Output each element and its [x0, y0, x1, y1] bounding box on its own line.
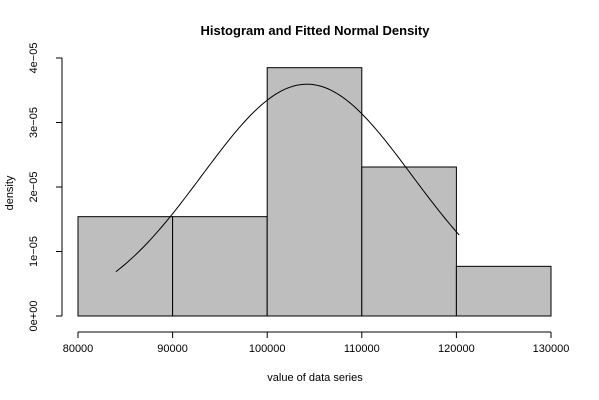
- histogram-bar-5: [455, 265, 552, 317]
- histogram-bar-3: [266, 67, 363, 317]
- y-tick-label: 0e+00: [28, 301, 40, 332]
- x-tick-label: 100000: [249, 343, 286, 355]
- histogram-bar-1: [77, 216, 174, 317]
- histogram-bar-4: [361, 166, 457, 317]
- x-tick-label: 80000: [63, 343, 94, 355]
- x-tick-label: 110000: [344, 343, 380, 355]
- y-tick-label: 1e−05: [28, 236, 40, 267]
- y-tick-label: 4e−05: [28, 43, 40, 74]
- y-axis: 0e+00 1e−05 2e−05 3e−05 4e−05: [28, 43, 63, 332]
- x-tick-label: 130000: [533, 343, 570, 355]
- fitted-normal-curve-layer: [115, 83, 460, 273]
- y-tick-label: 3e−05: [28, 107, 40, 138]
- y-tick-label: 2e−05: [28, 172, 40, 203]
- x-tick-label: 90000: [157, 343, 188, 355]
- fitted-normal-curve: [115, 83, 460, 273]
- x-tick-label: 120000: [438, 343, 475, 355]
- chart-title: Histogram and Fitted Normal Density: [201, 23, 431, 38]
- x-axis: 80000 90000 100000 110000 120000 130000: [63, 331, 570, 355]
- y-axis-label: density: [4, 175, 16, 210]
- histogram-bars: [77, 67, 552, 317]
- x-axis-label: value of data series: [267, 372, 363, 384]
- histogram-bar-2: [172, 216, 268, 317]
